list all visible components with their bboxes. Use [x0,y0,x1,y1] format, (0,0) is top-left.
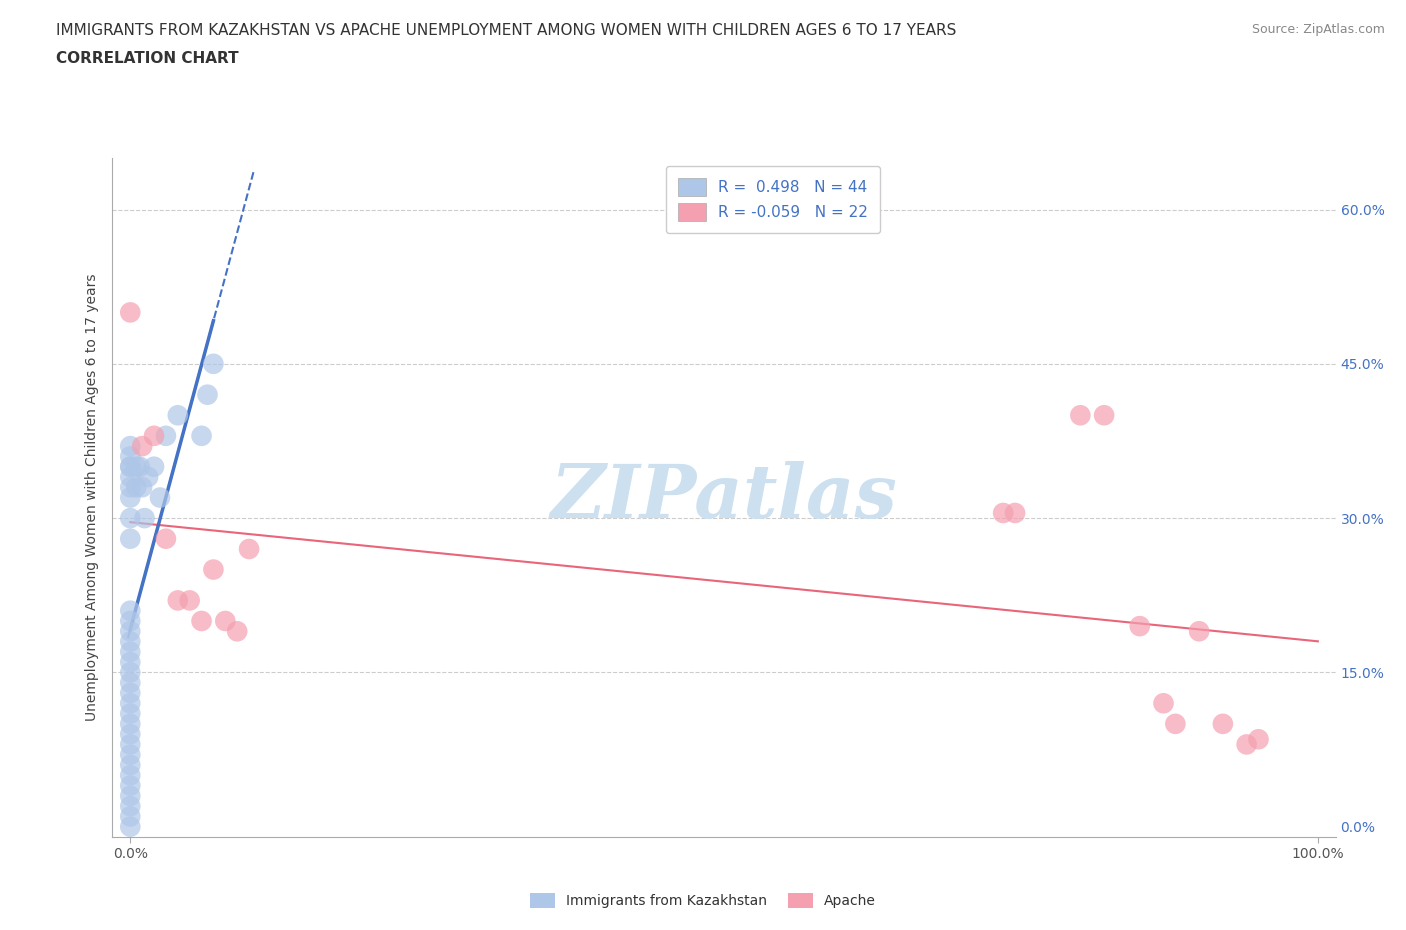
Legend: Immigrants from Kazakhstan, Apache: Immigrants from Kazakhstan, Apache [524,888,882,914]
Text: IMMIGRANTS FROM KAZAKHSTAN VS APACHE UNEMPLOYMENT AMONG WOMEN WITH CHILDREN AGES: IMMIGRANTS FROM KAZAKHSTAN VS APACHE UNE… [56,23,956,38]
Point [120,778,142,793]
Point [120,696,142,711]
Point [120,768,142,783]
Point [1069,408,1091,423]
Point [120,644,142,659]
Point [136,470,159,485]
Point [214,614,236,629]
Point [1153,696,1175,711]
Point [120,305,142,320]
Point [149,490,172,505]
Point [166,593,188,608]
Point [155,531,177,546]
Point [120,706,142,721]
Point [120,665,142,680]
Point [120,459,142,474]
Point [120,799,142,814]
Point [226,624,249,639]
Point [120,490,142,505]
Point [1129,618,1152,633]
Point [120,531,142,546]
Point [120,634,142,649]
Point [179,593,201,608]
Point [120,758,142,773]
Point [120,737,142,751]
Point [143,459,166,474]
Point [190,614,212,629]
Point [238,541,260,556]
Point [125,459,148,474]
Point [120,655,142,670]
Point [991,506,1014,521]
Point [1188,624,1211,639]
Point [202,562,225,577]
Y-axis label: Unemployment Among Women with Children Ages 6 to 17 years: Unemployment Among Women with Children A… [86,273,100,722]
Point [155,429,177,444]
Point [131,480,153,495]
Point [120,789,142,804]
Point [120,748,142,763]
Point [120,604,142,618]
Point [120,511,142,525]
Point [1212,716,1234,731]
Point [202,356,225,371]
Point [120,809,142,824]
Point [120,480,142,495]
Point [1164,716,1187,731]
Point [197,387,219,402]
Point [120,449,142,464]
Legend: R =  0.498   N = 44, R = -0.059   N = 22: R = 0.498 N = 44, R = -0.059 N = 22 [666,166,880,233]
Point [128,459,150,474]
Text: ZIPatlas: ZIPatlas [551,461,897,534]
Point [143,429,166,444]
Point [120,716,142,731]
Point [120,685,142,700]
Point [131,439,153,454]
Text: CORRELATION CHART: CORRELATION CHART [56,51,239,66]
Text: Source: ZipAtlas.com: Source: ZipAtlas.com [1251,23,1385,36]
Point [125,480,148,495]
Point [190,429,212,444]
Point [166,408,188,423]
Point [1247,732,1270,747]
Point [120,614,142,629]
Point [120,675,142,690]
Point [120,459,142,474]
Point [120,470,142,485]
Point [134,511,156,525]
Point [1092,408,1115,423]
Point [120,726,142,741]
Point [1004,506,1026,521]
Point [120,819,142,834]
Point [120,624,142,639]
Point [1236,737,1258,751]
Point [120,439,142,454]
